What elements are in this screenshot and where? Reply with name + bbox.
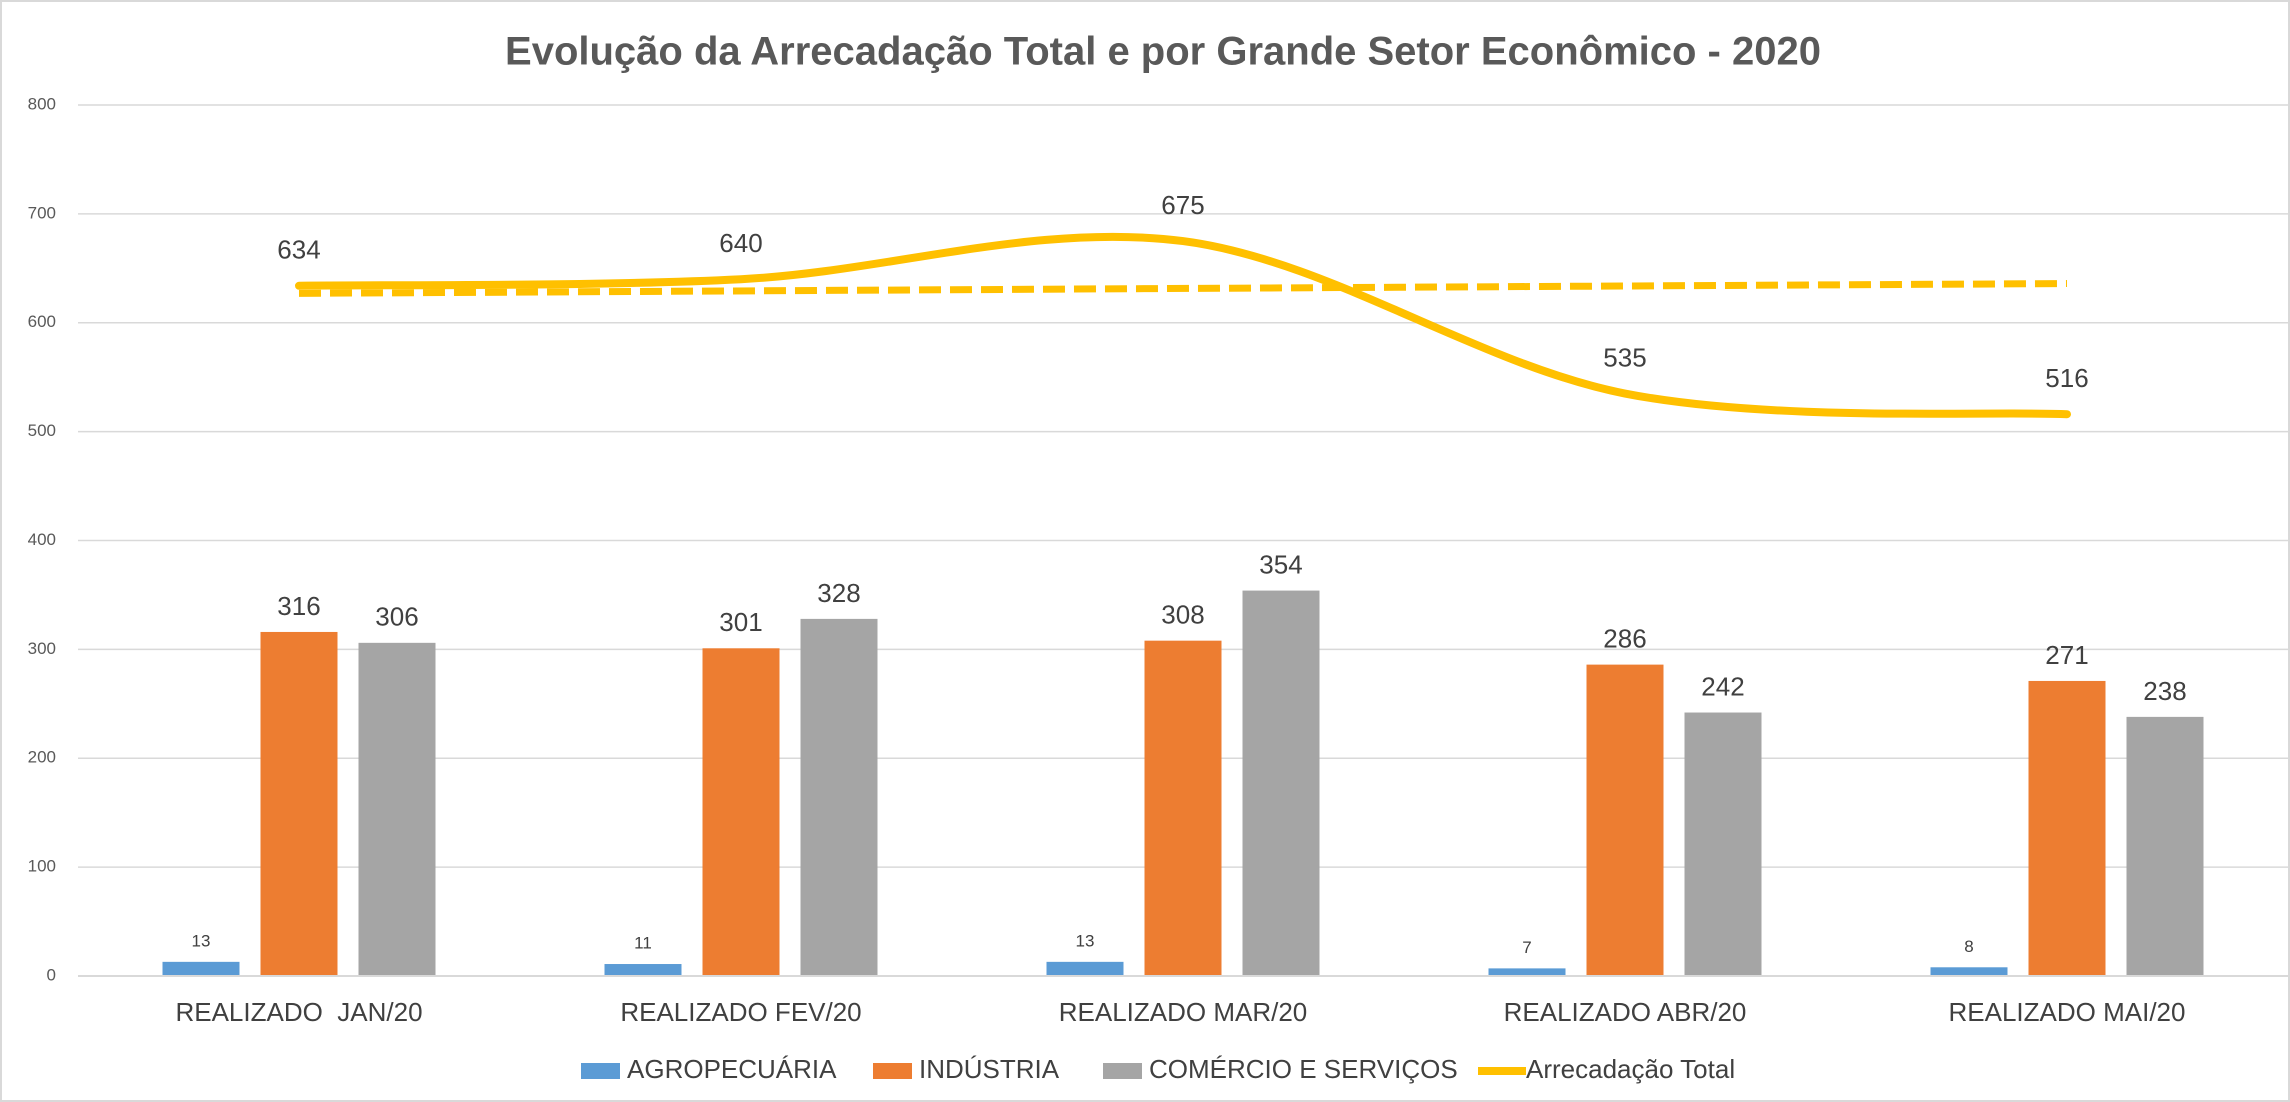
y-tick-label: 100 [28, 857, 56, 876]
data-label: 238 [2143, 676, 2186, 706]
data-label: 13 [192, 931, 211, 950]
bar [1046, 961, 1124, 976]
data-label: 271 [2045, 640, 2088, 670]
data-label: 328 [817, 578, 860, 608]
bar [260, 631, 338, 976]
data-label: 634 [277, 235, 320, 265]
bar [604, 964, 682, 976]
y-tick-label: 400 [28, 530, 56, 549]
bar [702, 648, 780, 976]
bar [1144, 640, 1222, 976]
legend-label: AGROPECUÁRIA [627, 1054, 837, 1084]
data-label: 675 [1161, 190, 1204, 220]
legend-label: INDÚSTRIA [919, 1054, 1060, 1084]
y-tick-label: 600 [28, 312, 56, 331]
data-label: 7 [1522, 938, 1531, 957]
data-label: 301 [719, 607, 762, 637]
trend-line [298, 280, 2068, 297]
x-tick-label: REALIZADO ABR/20 [1504, 997, 1747, 1027]
legend-swatch [581, 1063, 620, 1079]
data-label: 316 [277, 591, 320, 621]
data-label: 535 [1603, 342, 1646, 372]
bar [1586, 664, 1664, 976]
data-label: 516 [2045, 363, 2088, 393]
data-label: 242 [1701, 671, 1744, 701]
bar [162, 961, 240, 976]
y-tick-label: 500 [28, 421, 56, 440]
data-label: 306 [375, 602, 418, 632]
y-tick-label: 300 [28, 639, 56, 658]
x-tick-label: REALIZADO FEV/20 [620, 997, 861, 1027]
bar [1242, 590, 1320, 976]
x-tick-label: REALIZADO JAN/20 [175, 997, 422, 1027]
legend-swatch [1103, 1063, 1142, 1079]
legend-swatch [873, 1063, 912, 1079]
legend-label: Arrecadação Total [1526, 1054, 1735, 1084]
chart-title: Evolução da Arrecadação Total e por Gran… [505, 30, 1821, 74]
bar [2028, 680, 2106, 976]
y-tick-label: 800 [28, 94, 56, 113]
data-label: 640 [719, 228, 762, 258]
data-label: 354 [1259, 549, 1302, 579]
bar [358, 642, 436, 976]
y-tick-label: 200 [28, 748, 56, 767]
legend-label: COMÉRCIO E SERVIÇOS [1149, 1054, 1458, 1084]
bar [1488, 968, 1566, 976]
x-tick-label: REALIZADO MAI/20 [1949, 997, 2186, 1027]
data-label: 11 [634, 934, 652, 953]
x-tick-label: REALIZADO MAR/20 [1059, 997, 1308, 1027]
data-label: 286 [1603, 623, 1646, 653]
bar [1930, 967, 2008, 976]
data-label: 8 [1964, 937, 1973, 956]
data-label: 308 [1161, 600, 1204, 630]
bar [800, 618, 878, 976]
line [295, 232, 2071, 419]
y-tick-label: 700 [28, 203, 56, 222]
bar [1684, 712, 1762, 976]
data-label: 13 [1076, 931, 1095, 950]
bar [2126, 716, 2204, 976]
y-tick-label: 0 [47, 965, 56, 984]
